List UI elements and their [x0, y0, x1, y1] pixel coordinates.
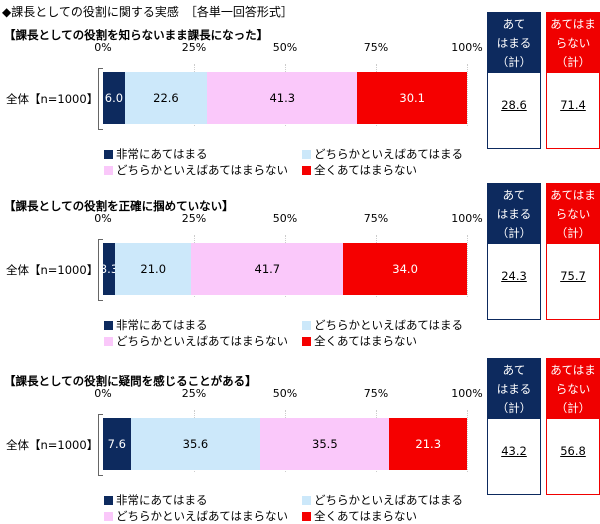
x-tick-label: 50%	[272, 41, 298, 54]
bar-segment: 21.0	[115, 243, 192, 295]
legend-swatch	[104, 336, 113, 346]
bar-segment: 6.0	[103, 72, 125, 124]
bar-segment: 35.6	[130, 418, 261, 470]
row-label: 全体【n=1000】	[6, 92, 99, 106]
legend-label: どちらかといえばあてはまる	[314, 318, 464, 332]
not-applicable-total-box: あてはま らない （計） 75.7	[546, 183, 600, 320]
legend-swatch	[104, 320, 113, 330]
bar-segment: 41.3	[207, 72, 358, 124]
not-applicable-total-box: あてはま らない （計） 71.4	[546, 12, 600, 149]
bar-segment: 3.3	[103, 243, 115, 295]
gridline	[467, 64, 468, 126]
axis-bracket	[98, 68, 103, 130]
x-tick-label: 100%	[451, 212, 483, 225]
legend-item: どちらかといえばあてはまる	[302, 317, 463, 333]
summary-value: 75.7	[560, 269, 586, 283]
legend-label: 全くあてはまらない	[314, 163, 418, 177]
summary-value: 24.3	[501, 269, 527, 283]
summary-header: あてはま らない （計）	[547, 13, 599, 73]
axis-bracket	[98, 239, 103, 301]
x-tick-label: 25%	[181, 212, 207, 225]
legend-label: 全くあてはまらない	[314, 334, 418, 348]
legend-label: どちらかといえばあてはまる	[314, 147, 464, 161]
summary-value: 43.2	[501, 444, 527, 458]
bar-segment: 7.6	[103, 418, 131, 470]
legend-label: どちらかといえばあてはまる	[314, 493, 464, 507]
summary-value: 28.6	[501, 98, 527, 112]
x-tick-label: 0%	[94, 387, 112, 400]
x-tick-label: 25%	[181, 387, 207, 400]
legend-item: 全くあてはまらない	[302, 333, 417, 349]
summary-header: あて はまる （計）	[488, 13, 540, 73]
legend-item: どちらかといえばあてはまらない	[104, 333, 288, 349]
chart-title: 【課長としての役割を知らないまま課長になった】	[4, 28, 269, 42]
bar-segment: 34.0	[343, 243, 467, 295]
legend-item: どちらかといえばあてはまらない	[104, 508, 288, 524]
row-label: 全体【n=1000】	[6, 438, 99, 452]
x-tick-label: 0%	[94, 41, 112, 54]
legend-item: どちらかといえばあてはまる	[302, 146, 463, 162]
summary-header: あて はまる （計）	[488, 359, 540, 419]
applicable-total-box: あて はまる （計） 28.6	[487, 12, 541, 149]
x-tick-label: 75%	[363, 387, 389, 400]
row-label: 全体【n=1000】	[6, 263, 99, 277]
x-tick-label: 100%	[451, 387, 483, 400]
legend-swatch	[104, 165, 113, 175]
bar-segment: 30.1	[357, 72, 467, 124]
chart-title: 【課長としての役割を正確に掴めていない】	[4, 199, 234, 213]
legend-swatch	[302, 336, 311, 346]
legend-label: どちらかといえばあてはまらない	[116, 509, 289, 523]
legend-swatch	[302, 149, 311, 159]
legend-item: 非常にあてはまる	[104, 492, 208, 508]
chart-section: 【課長としての役割を正確に掴めていない】 0% 25% 50% 75% 100% 全体【n=…	[0, 171, 600, 349]
x-tick-label: 75%	[363, 212, 389, 225]
chart-title: 【課長としての役割に疑問を感じることがある】	[4, 374, 257, 388]
x-tick-label: 0%	[94, 212, 112, 225]
gridline	[467, 235, 468, 297]
summary-value: 56.8	[560, 444, 586, 458]
x-tick-label: 100%	[451, 41, 483, 54]
applicable-total-box: あて はまる （計） 43.2	[487, 358, 541, 495]
legend-swatch	[302, 511, 311, 521]
gridline	[467, 410, 468, 472]
legend-item: どちらかといえばあてはまる	[302, 492, 463, 508]
summary-value: 71.4	[560, 98, 586, 112]
legend-swatch	[302, 320, 311, 330]
x-tick-label: 75%	[363, 41, 389, 54]
summary-header: あてはま らない （計）	[547, 359, 599, 419]
legend-swatch	[302, 165, 311, 175]
legend-label: 非常にあてはまる	[116, 147, 208, 161]
legend-swatch	[104, 511, 113, 521]
legend-item: どちらかといえばあてはまらない	[104, 162, 288, 178]
chart-section: 【課長としての役割に疑問を感じることがある】 0% 25% 50% 75% 100% 全体【…	[0, 346, 600, 524]
chart-section: 【課長としての役割を知らないまま課長になった】 0% 25% 50% 75% 100% 全体…	[0, 0, 600, 178]
applicable-total-box: あて はまる （計） 24.3	[487, 183, 541, 320]
legend-label: 全くあてはまらない	[314, 509, 418, 523]
legend-swatch	[104, 149, 113, 159]
legend-label: どちらかといえばあてはまらない	[116, 163, 289, 177]
summary-header: あてはま らない （計）	[547, 184, 599, 244]
bar-segment: 21.3	[389, 418, 467, 470]
x-tick-label: 25%	[181, 41, 207, 54]
legend-item: 全くあてはまらない	[302, 508, 417, 524]
legend-swatch	[302, 495, 311, 505]
legend-label: 非常にあてはまる	[116, 318, 208, 332]
bar-segment: 41.7	[191, 243, 344, 295]
main-title: ◆課長としての役割に関する実感 ［各単一回答形式］	[2, 5, 293, 19]
legend-item: 全くあてはまらない	[302, 162, 417, 178]
legend-item: 非常にあてはまる	[104, 146, 208, 162]
axis-bracket	[98, 414, 103, 476]
not-applicable-total-box: あてはま らない （計） 56.8	[546, 358, 600, 495]
summary-header: あて はまる （計）	[488, 184, 540, 244]
legend-label: 非常にあてはまる	[116, 493, 208, 507]
bar-segment: 35.5	[260, 418, 390, 470]
x-tick-label: 50%	[272, 387, 298, 400]
legend-label: どちらかといえばあてはまらない	[116, 334, 289, 348]
legend-item: 非常にあてはまる	[104, 317, 208, 333]
x-tick-label: 50%	[272, 212, 298, 225]
legend-swatch	[104, 495, 113, 505]
bar-segment: 22.6	[124, 72, 208, 124]
